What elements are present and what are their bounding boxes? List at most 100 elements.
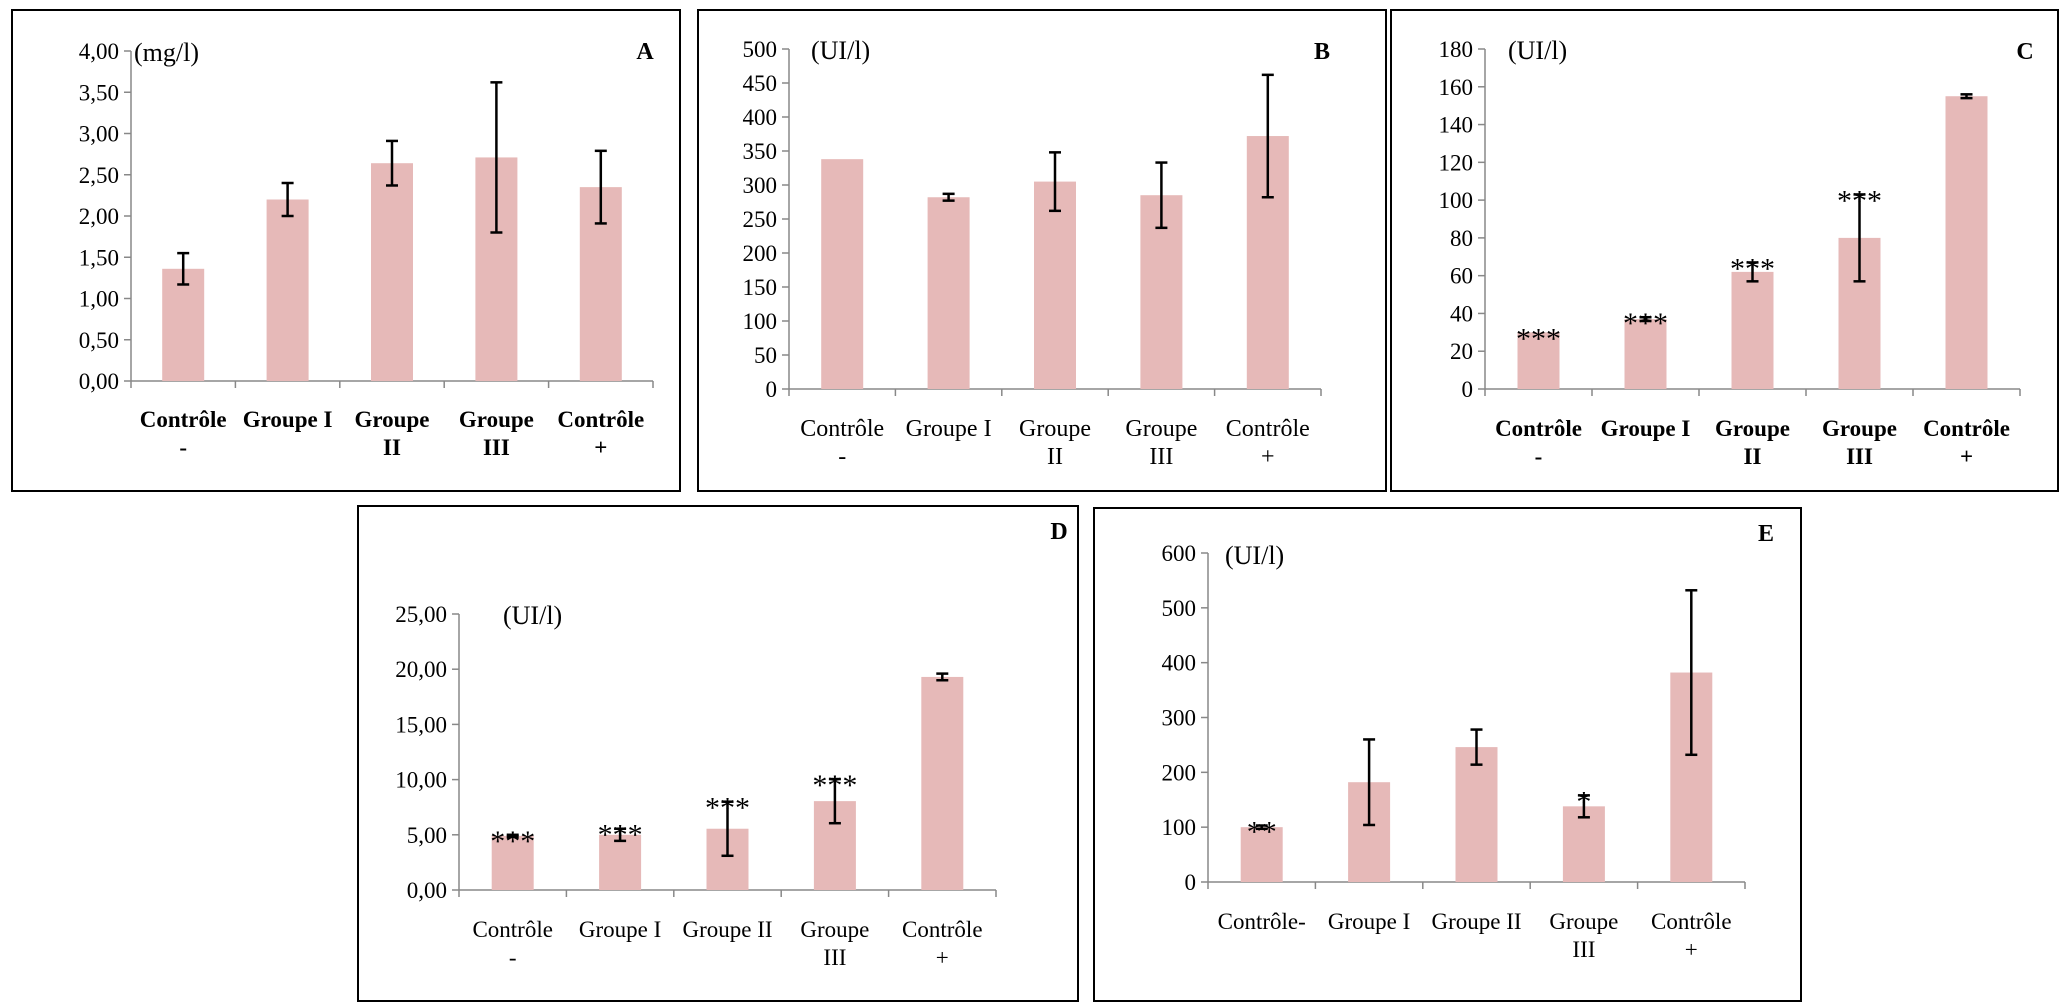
chart-panel-e: 0 100 200 300 400 500 600 ** Contrôle- Groupe I Gr… bbox=[1093, 507, 1802, 1002]
x-category-label: Contrôle- bbox=[1218, 909, 1306, 934]
significance-label: *** bbox=[1516, 322, 1561, 355]
panel-letter: C bbox=[2016, 39, 2033, 65]
y-tick-label: 300 bbox=[743, 173, 778, 198]
x-category-label: III bbox=[1572, 937, 1595, 962]
chart-panel-b: 0 50 100 150 200 250 300 350 400 450 500 Contrôle - G… bbox=[697, 9, 1387, 492]
y-tick-label: 5,00 bbox=[407, 823, 447, 848]
y-tick-label: 120 bbox=[1439, 150, 1474, 175]
bar bbox=[1731, 271, 1774, 389]
x-category-label: Contrôle bbox=[140, 407, 227, 432]
bar bbox=[927, 197, 970, 389]
x-category-label: Groupe bbox=[800, 917, 869, 942]
x-category-label: Groupe I bbox=[1601, 416, 1691, 441]
x-category-label: III bbox=[1846, 444, 1873, 469]
significance-label: *** bbox=[705, 792, 750, 825]
y-axis-unit-label: (mg/l) bbox=[134, 38, 199, 67]
bar bbox=[1240, 827, 1283, 882]
x-category-label: Groupe I bbox=[243, 407, 333, 432]
y-tick-label: 180 bbox=[1439, 37, 1474, 62]
x-category-label: Groupe bbox=[355, 407, 430, 432]
x-category-label: Groupe I bbox=[1328, 909, 1410, 934]
x-category-label: Groupe bbox=[1549, 909, 1618, 934]
x-category-label: - bbox=[509, 945, 517, 970]
y-tick-label: 140 bbox=[1439, 113, 1474, 138]
x-category-label: Groupe bbox=[1822, 416, 1897, 441]
bar bbox=[599, 834, 642, 890]
bar bbox=[162, 268, 205, 381]
y-tick-label: 1,50 bbox=[79, 245, 119, 270]
y-tick-label: 20,00 bbox=[395, 657, 447, 682]
x-category-label: + bbox=[936, 945, 949, 970]
x-category-label: Groupe II bbox=[1431, 909, 1521, 934]
significance-label: *** bbox=[1730, 252, 1775, 285]
x-category-label: III bbox=[1149, 444, 1173, 470]
x-category-label: II bbox=[1744, 444, 1762, 469]
y-tick-label: 3,00 bbox=[79, 122, 119, 147]
chart-svg: 050100150200250300350400450500Contrôle-G… bbox=[743, 36, 1331, 470]
x-category-label: Contrôle bbox=[1226, 416, 1310, 442]
y-tick-label: 50 bbox=[754, 343, 777, 368]
bar bbox=[1624, 319, 1667, 389]
y-tick-label: 450 bbox=[743, 71, 778, 96]
y-tick-label: 100 bbox=[743, 309, 778, 334]
x-category-label: Groupe I bbox=[579, 917, 661, 942]
x-category-label: Contrôle bbox=[1495, 416, 1582, 441]
x-category-label: Contrôle bbox=[800, 416, 884, 442]
y-tick-label: 200 bbox=[743, 241, 778, 266]
x-category-label: III bbox=[823, 945, 846, 970]
bar bbox=[921, 676, 964, 890]
y-tick-label: 10,00 bbox=[395, 768, 447, 793]
y-tick-label: 150 bbox=[743, 275, 778, 300]
y-tick-label: 1,00 bbox=[79, 287, 119, 312]
y-tick-label: 250 bbox=[743, 207, 778, 232]
chart-svg: 0 20 40 60 80 100 120 140 160 180 *** Contrôle - *** G… bbox=[1439, 36, 2034, 469]
bar bbox=[1945, 96, 1988, 389]
x-category-label: - bbox=[1535, 444, 1543, 469]
y-tick-label: 0,00 bbox=[407, 878, 447, 903]
x-category-label: Groupe II bbox=[682, 917, 772, 942]
y-tick-label: 4,00 bbox=[79, 39, 119, 64]
significance-label: *** bbox=[812, 769, 857, 802]
chart-svg: 0,00 0,50 1,00 1,50 2,00 2,50 3,00 3,50 4,00 Cont… bbox=[79, 38, 655, 460]
x-category-label: Groupe bbox=[1125, 416, 1197, 442]
y-tick-label: 2,50 bbox=[79, 163, 119, 188]
y-tick-label: 300 bbox=[1162, 706, 1197, 731]
y-tick-label: 500 bbox=[1162, 596, 1197, 621]
bar bbox=[1034, 181, 1076, 389]
x-category-label: II bbox=[383, 435, 401, 460]
y-axis-unit-label: (UI/l) bbox=[811, 36, 870, 65]
y-tick-label: 80 bbox=[1450, 226, 1473, 251]
x-category-label: II bbox=[1047, 444, 1063, 470]
significance-label: *** bbox=[1623, 307, 1668, 340]
significance-label: *** bbox=[490, 825, 535, 858]
x-category-label: Contrôle bbox=[902, 917, 983, 942]
x-category-label: Contrôle bbox=[557, 407, 644, 432]
bar bbox=[266, 199, 309, 381]
x-category-label: - bbox=[838, 444, 846, 470]
y-tick-label: 0,00 bbox=[79, 369, 119, 394]
y-tick-label: 2,00 bbox=[79, 204, 119, 229]
chart-svg: 0 100 200 300 400 500 600 ** Contrôle- Groupe I Gr… bbox=[1162, 521, 1775, 962]
chart-svg: 0,00 5,00 10,00 15,00 20,00 25,00 *** Contrôle -… bbox=[395, 519, 1067, 970]
y-tick-label: 15,00 bbox=[395, 712, 447, 737]
y-tick-label: 500 bbox=[743, 37, 778, 62]
y-tick-label: 0 bbox=[1462, 377, 1474, 402]
y-tick-label: 25,00 bbox=[395, 602, 447, 627]
x-category-label: - bbox=[179, 435, 187, 460]
y-axis-unit-label: (UI/l) bbox=[1508, 36, 1567, 65]
y-tick-label: 160 bbox=[1439, 75, 1474, 100]
x-category-label: + bbox=[1960, 444, 1973, 469]
x-category-label: + bbox=[1685, 937, 1698, 962]
x-category-label: + bbox=[594, 435, 607, 460]
bar bbox=[491, 835, 534, 890]
y-tick-label: 200 bbox=[1162, 760, 1197, 785]
chart-panel-a: 0,00 0,50 1,00 1,50 2,00 2,50 3,00 3,50 4,00 Cont… bbox=[11, 9, 681, 492]
y-tick-label: 0 bbox=[1185, 870, 1197, 895]
y-tick-label: 350 bbox=[743, 139, 778, 164]
chart-panel-d: 0,00 5,00 10,00 15,00 20,00 25,00 *** Contrôle -… bbox=[357, 505, 1079, 1002]
panel-letter: A bbox=[636, 39, 654, 65]
x-category-label: Groupe I bbox=[906, 416, 992, 442]
y-tick-label: 400 bbox=[743, 105, 778, 130]
y-tick-label: 40 bbox=[1450, 301, 1473, 326]
y-tick-label: 20 bbox=[1450, 339, 1473, 364]
